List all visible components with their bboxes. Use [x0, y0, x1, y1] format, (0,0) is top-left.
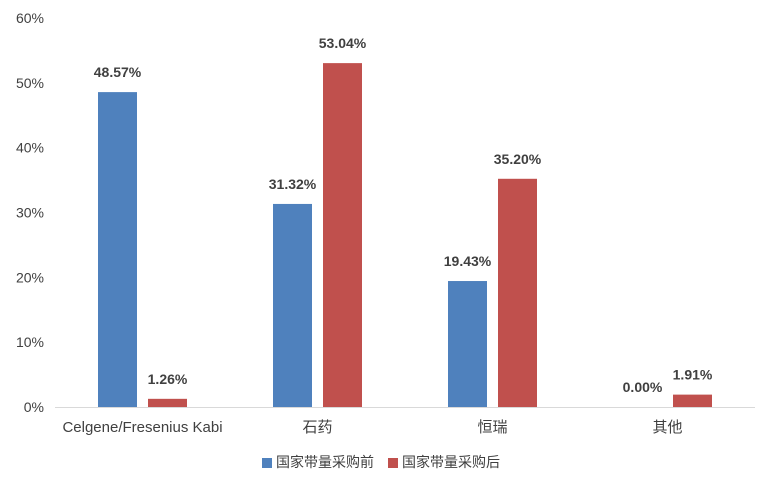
y-tick-label: 40% — [16, 140, 44, 156]
y-tick-label: 60% — [16, 10, 44, 26]
y-axis: 0% 10% 20% 30% 40% 50% 60% — [16, 10, 44, 415]
y-tick-label: 0% — [24, 399, 44, 415]
data-label: 0.00% — [623, 379, 663, 395]
x-category-label: 恒瑞 — [477, 419, 507, 436]
data-label: 1.91% — [673, 367, 713, 383]
y-tick-label: 10% — [16, 334, 44, 350]
x-category-label: 其他 — [652, 419, 682, 436]
legend-swatch — [388, 458, 398, 468]
data-labels: 48.57% 31.32% 19.43% 0.00% 1.26% 53.04% 35.20%… — [94, 35, 713, 395]
bar-after — [148, 398, 187, 407]
data-label: 35.20% — [494, 151, 542, 167]
bar-before — [273, 203, 312, 407]
legend-label: 国家带量采购前 — [276, 454, 374, 470]
bar-after — [673, 394, 712, 407]
y-tick-label: 20% — [16, 269, 44, 285]
data-label: 53.04% — [319, 35, 367, 51]
y-tick-label: 50% — [16, 75, 44, 91]
x-category-label: Celgene/Fresenius Kabi — [62, 419, 222, 436]
bar-before — [448, 281, 487, 407]
bar-after — [323, 63, 362, 408]
data-label: 1.26% — [148, 371, 188, 387]
x-category-label: 石药 — [302, 419, 332, 436]
legend-swatch — [262, 458, 272, 468]
data-label: 48.57% — [94, 64, 142, 80]
x-axis: Celgene/Fresenius Kabi 石药 恒瑞 其他 — [55, 407, 755, 436]
y-tick-label: 30% — [16, 205, 44, 221]
bar-after — [498, 178, 537, 407]
legend-label: 国家带量采购后 — [402, 454, 500, 470]
bars — [98, 63, 712, 408]
bar-before — [98, 92, 137, 408]
data-label: 31.32% — [269, 176, 317, 192]
data-label: 19.43% — [444, 253, 492, 269]
legend: 国家带量采购前 国家带量采购后 — [262, 454, 500, 470]
